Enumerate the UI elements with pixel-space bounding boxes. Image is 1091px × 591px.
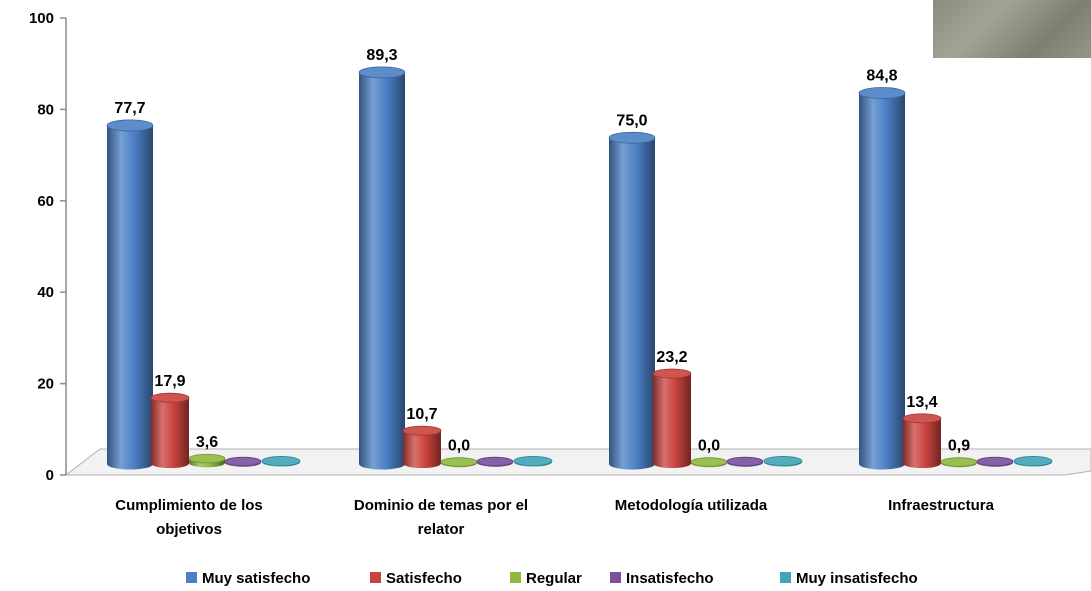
legend-swatch <box>370 572 381 583</box>
y-tick-label: 40 <box>37 284 54 301</box>
legend-item: Insatisfecho <box>610 570 714 587</box>
bar-muy-insatisfecho <box>763 456 803 467</box>
legend-swatch <box>610 572 621 583</box>
bar-muy-insatisfecho <box>513 456 553 467</box>
bar-regular <box>940 457 978 468</box>
legend-swatch <box>780 572 791 583</box>
legend-item: Muy satisfecho <box>186 570 310 587</box>
bar-satisfecho <box>902 413 942 469</box>
chart-floor <box>64 448 1091 476</box>
bar-insatisfecho <box>224 456 262 467</box>
y-tick-label: 80 <box>37 101 54 118</box>
y-tick-label: 60 <box>37 193 54 210</box>
data-label: 84,8 <box>866 67 897 84</box>
category-label: Cumplimiento de los objetivos <box>115 497 263 538</box>
category-label: Metodología utilizada <box>615 497 768 514</box>
bar-regular <box>440 457 478 468</box>
legend-item: Muy insatisfecho <box>780 570 918 587</box>
y-tick-label: 20 <box>37 376 54 393</box>
data-label: 0,9 <box>948 438 970 455</box>
bar-regular <box>188 453 226 468</box>
legend-item: Regular <box>510 570 582 587</box>
bar-insatisfecho <box>976 456 1014 467</box>
data-label: 23,2 <box>656 349 687 366</box>
legend-swatch <box>186 572 197 583</box>
bar-muy-insatisfecho <box>261 456 301 467</box>
data-label: 17,9 <box>154 373 185 390</box>
bar-insatisfecho <box>476 456 514 467</box>
bar-muy-satisfecho <box>858 87 906 470</box>
data-labels: 77,7 17,9 3,6 89,3 10,7 0,0 75,0 23,2 0,0 84,8 13,… <box>114 47 970 455</box>
legend-swatch <box>510 572 521 583</box>
legend-label: Satisfecho <box>386 570 462 587</box>
category-label: Infraestructura <box>888 497 995 514</box>
y-tick-label: 0 <box>46 467 54 484</box>
bar-muy-insatisfecho <box>1013 456 1053 467</box>
value-axis: 0 20 40 60 80 100 <box>29 10 67 484</box>
data-label: 75,0 <box>616 112 647 129</box>
legend: Muy satisfecho Satisfecho Regular Insatisfe… <box>186 570 918 587</box>
legend-label: Muy insatisfecho <box>796 570 918 587</box>
legend-label: Muy satisfecho <box>202 570 310 587</box>
bar-regular <box>690 457 728 468</box>
bar-muy-satisfecho <box>358 66 406 470</box>
data-label: 3,6 <box>196 434 218 451</box>
data-label: 77,7 <box>114 100 145 117</box>
data-label: 89,3 <box>366 47 397 64</box>
data-label: 10,7 <box>406 406 437 423</box>
bar-satisfecho <box>150 392 190 469</box>
category-label: Dominio de temas por el relator <box>354 497 528 538</box>
legend-label: Regular <box>526 570 582 587</box>
bar-satisfecho <box>402 425 442 469</box>
bar-marks <box>106 66 1053 470</box>
y-tick-label: 100 <box>29 10 54 27</box>
data-label: 13,4 <box>906 394 937 411</box>
data-label: 0,0 <box>448 438 470 455</box>
category-axis: Cumplimiento de los objetivos Dominio de t… <box>115 497 994 538</box>
bar-insatisfecho <box>726 456 764 467</box>
bar-muy-satisfecho <box>106 119 154 470</box>
legend-item: Satisfecho <box>370 570 462 587</box>
data-label: 0,0 <box>698 438 720 455</box>
bar-muy-satisfecho <box>608 131 656 470</box>
legend-label: Insatisfecho <box>626 570 714 587</box>
bar-satisfecho <box>652 368 692 469</box>
corner-photo <box>933 0 1091 58</box>
